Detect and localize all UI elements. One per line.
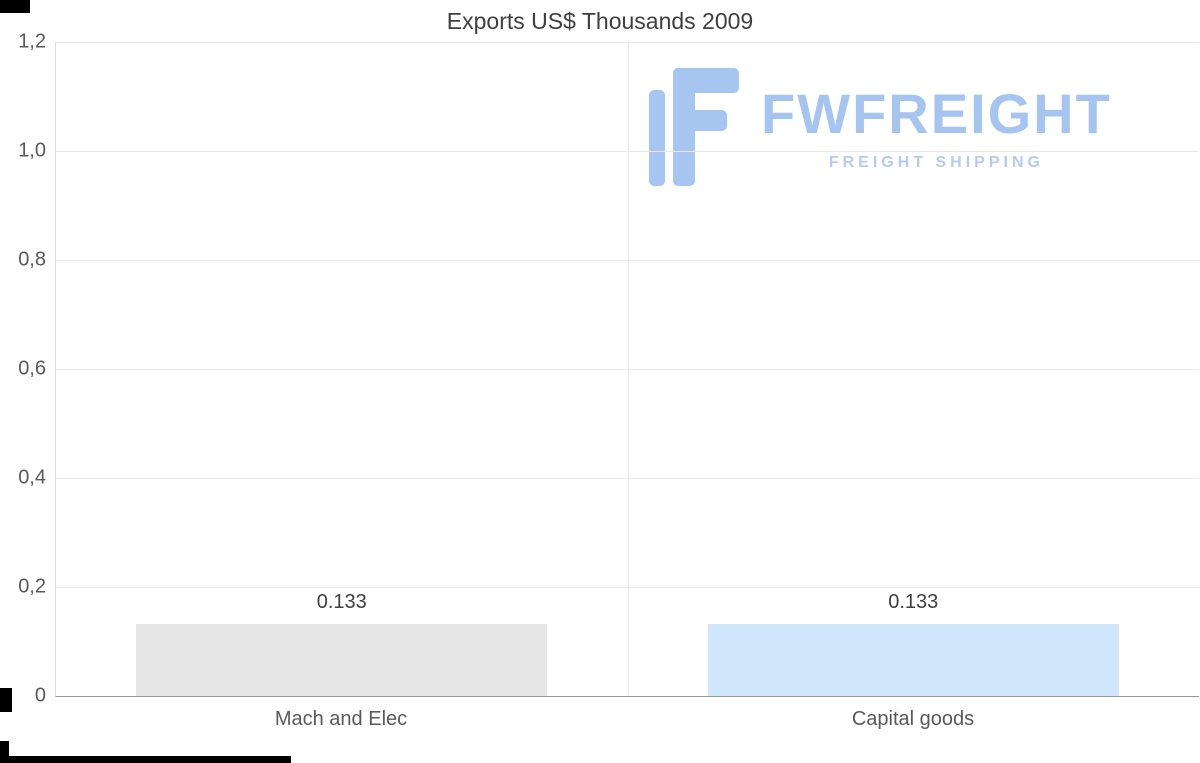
y-gridline xyxy=(56,478,1199,479)
bar-group-mach-and-elec: 0.133 xyxy=(56,42,628,696)
watermark-tagline-text: FREIGHT SHIPPING xyxy=(828,154,1044,171)
bar-capital-goods xyxy=(707,624,1119,696)
scan-artifact-bottom-bar xyxy=(0,756,291,763)
watermark-logo: FWFREIGHT FREIGHT SHIPPING xyxy=(649,68,1112,186)
plot-area: 0.133 0.133 FWFREIGHT FREIGHT SHIPPING xyxy=(55,42,1199,697)
y-gridline xyxy=(56,151,1199,152)
bar-group-capital-goods: 0.133 xyxy=(628,42,1200,696)
x-axis-category-labels: Mach and Elec Capital goods xyxy=(55,708,1199,731)
y-gridline xyxy=(56,42,1199,43)
scan-artifact-top-left xyxy=(0,0,30,13)
chart-title: Exports US$ Thousands 2009 xyxy=(446,8,754,34)
bar-value-label-mach-and-elec: 0.133 xyxy=(316,591,367,613)
y-axis-tick-label: 0,8 xyxy=(18,248,46,271)
y-axis-tick-label: 1,0 xyxy=(18,139,46,162)
y-gridline xyxy=(56,587,1199,588)
scan-artifact-bottom-left xyxy=(0,741,9,763)
watermark-brand-text: FWFREIGHT xyxy=(761,82,1112,145)
y-axis-tick-label: 1,2 xyxy=(18,30,46,53)
watermark-text-block: FWFREIGHT FREIGHT SHIPPING xyxy=(761,86,1112,172)
category-label-capital-goods: Capital goods xyxy=(851,708,975,730)
y-axis-tick-label: 0,4 xyxy=(18,466,46,489)
y-axis-tick-labels: 0 0,2 0,4 0,6 0,8 1,0 1,2 xyxy=(0,0,48,763)
fwfreight-logo-icon xyxy=(649,68,739,186)
category-label-mach-and-elec: Mach and Elec xyxy=(274,708,408,730)
y-gridline xyxy=(56,369,1199,370)
y-gridline xyxy=(56,260,1199,261)
bar-mach-and-elec xyxy=(136,624,548,696)
bar-value-label-capital-goods: 0.133 xyxy=(888,591,939,613)
scan-artifact-left-edge xyxy=(0,688,12,712)
y-axis-tick-label: 0,2 xyxy=(18,575,46,598)
y-axis-tick-label: 0 xyxy=(34,684,46,707)
y-axis-tick-label: 0,6 xyxy=(18,357,46,380)
